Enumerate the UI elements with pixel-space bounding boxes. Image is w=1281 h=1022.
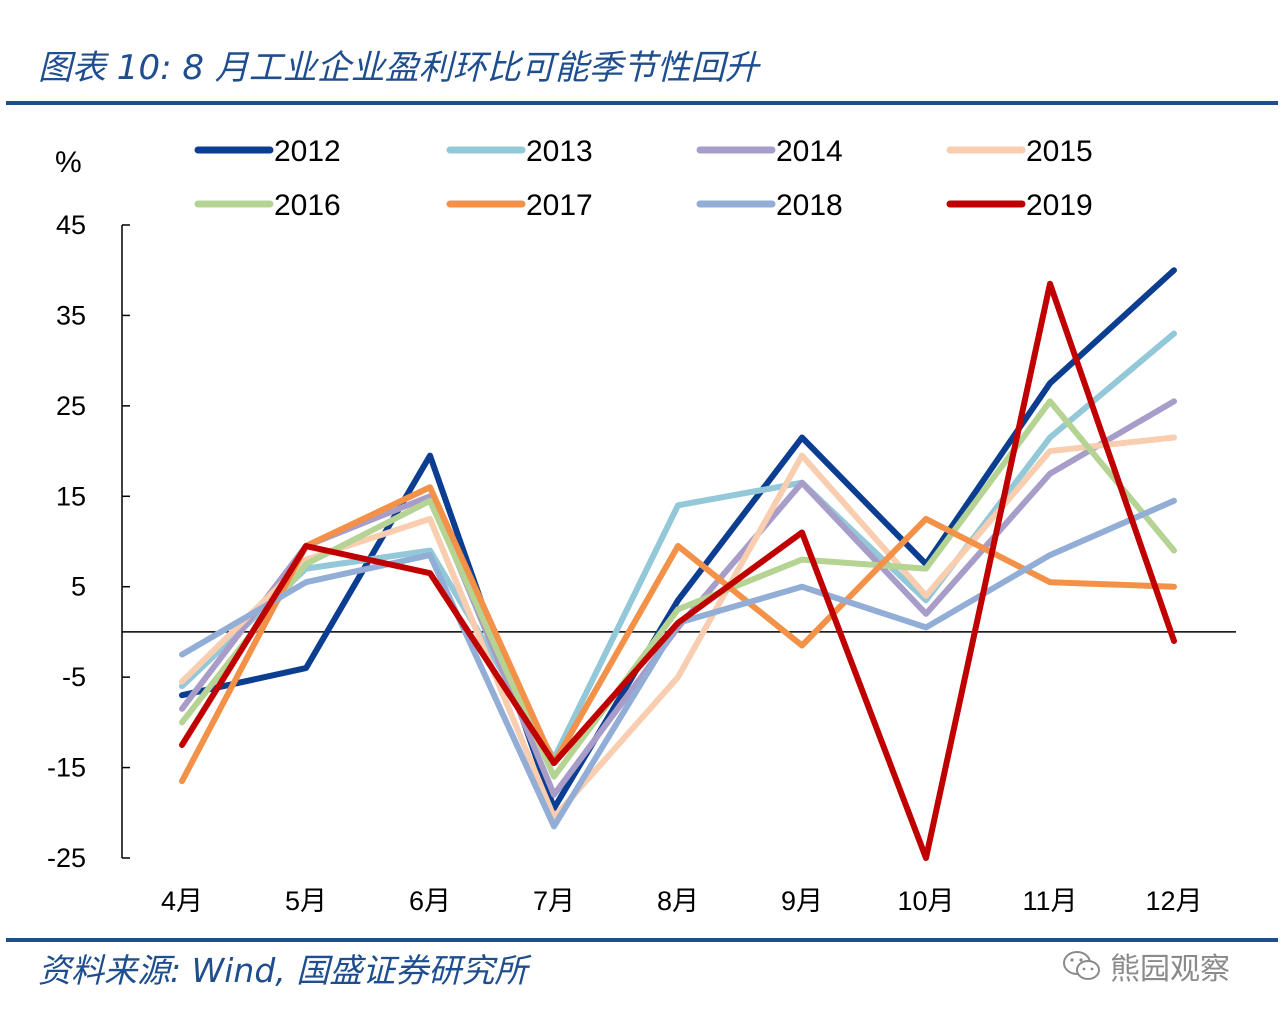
x-axis: 4月 5月 6月 7月 8月 9月 10月 11月 12月 — [122, 631, 1236, 916]
watermark-text: 熊园观察 — [1110, 952, 1230, 987]
series-line-2012 — [179, 267, 1177, 812]
series-line-2016 — [179, 398, 1177, 780]
legend-label-2015: 2015 — [1026, 135, 1093, 168]
legend-label-2014: 2014 — [776, 135, 843, 168]
y-tick-label: -15 — [47, 753, 86, 783]
series-line-2017 — [179, 484, 1177, 785]
legend-label-2016: 2016 — [274, 189, 341, 222]
x-tick-label: 7月 — [533, 886, 575, 916]
x-tick-label: 8月 — [657, 886, 699, 916]
legend-label-2012: 2012 — [274, 135, 341, 168]
chart-legend: 2012 2013 2014 2015 2016 2017 2018 2019 — [194, 135, 1093, 222]
y-tick-label: 45 — [56, 210, 86, 240]
wechat-icon — [1063, 951, 1100, 980]
x-tick-label: 6月 — [409, 886, 451, 916]
x-tick-label: 10月 — [897, 886, 954, 916]
top-divider — [6, 101, 1278, 105]
legend-label-2019: 2019 — [1026, 189, 1093, 222]
legend-label-2017: 2017 — [526, 189, 593, 222]
x-tick-label: 5月 — [285, 886, 327, 916]
figure-title: 图表 10: 8 月工业企业盈利环比可能季节性回升 — [38, 48, 759, 88]
bottom-divider — [6, 938, 1278, 942]
x-tick-label: 4月 — [161, 886, 203, 916]
x-tick-label: 12月 — [1145, 886, 1202, 916]
watermark: 熊园观察 — [1062, 944, 1230, 988]
y-tick-label: 35 — [56, 300, 86, 330]
source-note: 资料来源: Wind, 国盛证券研究所 — [38, 951, 528, 990]
series-line-2013 — [179, 330, 1177, 762]
series-group — [179, 267, 1177, 861]
legend-label-2018: 2018 — [776, 189, 843, 222]
x-tick-label: 9月 — [781, 886, 823, 916]
series-line-2019 — [179, 280, 1177, 861]
y-axis: 45 35 25 15 5 -5 -15 -25 — [47, 210, 130, 873]
y-tick-label: -25 — [47, 843, 86, 873]
legend-label-2013: 2013 — [526, 135, 593, 168]
x-tick-label: 11月 — [1022, 886, 1077, 916]
y-axis-unit-label: % — [55, 146, 82, 179]
y-tick-label: 5 — [71, 572, 86, 602]
y-tick-label: 25 — [56, 391, 86, 421]
y-tick-label: -5 — [62, 662, 86, 692]
y-tick-label: 15 — [56, 481, 86, 511]
